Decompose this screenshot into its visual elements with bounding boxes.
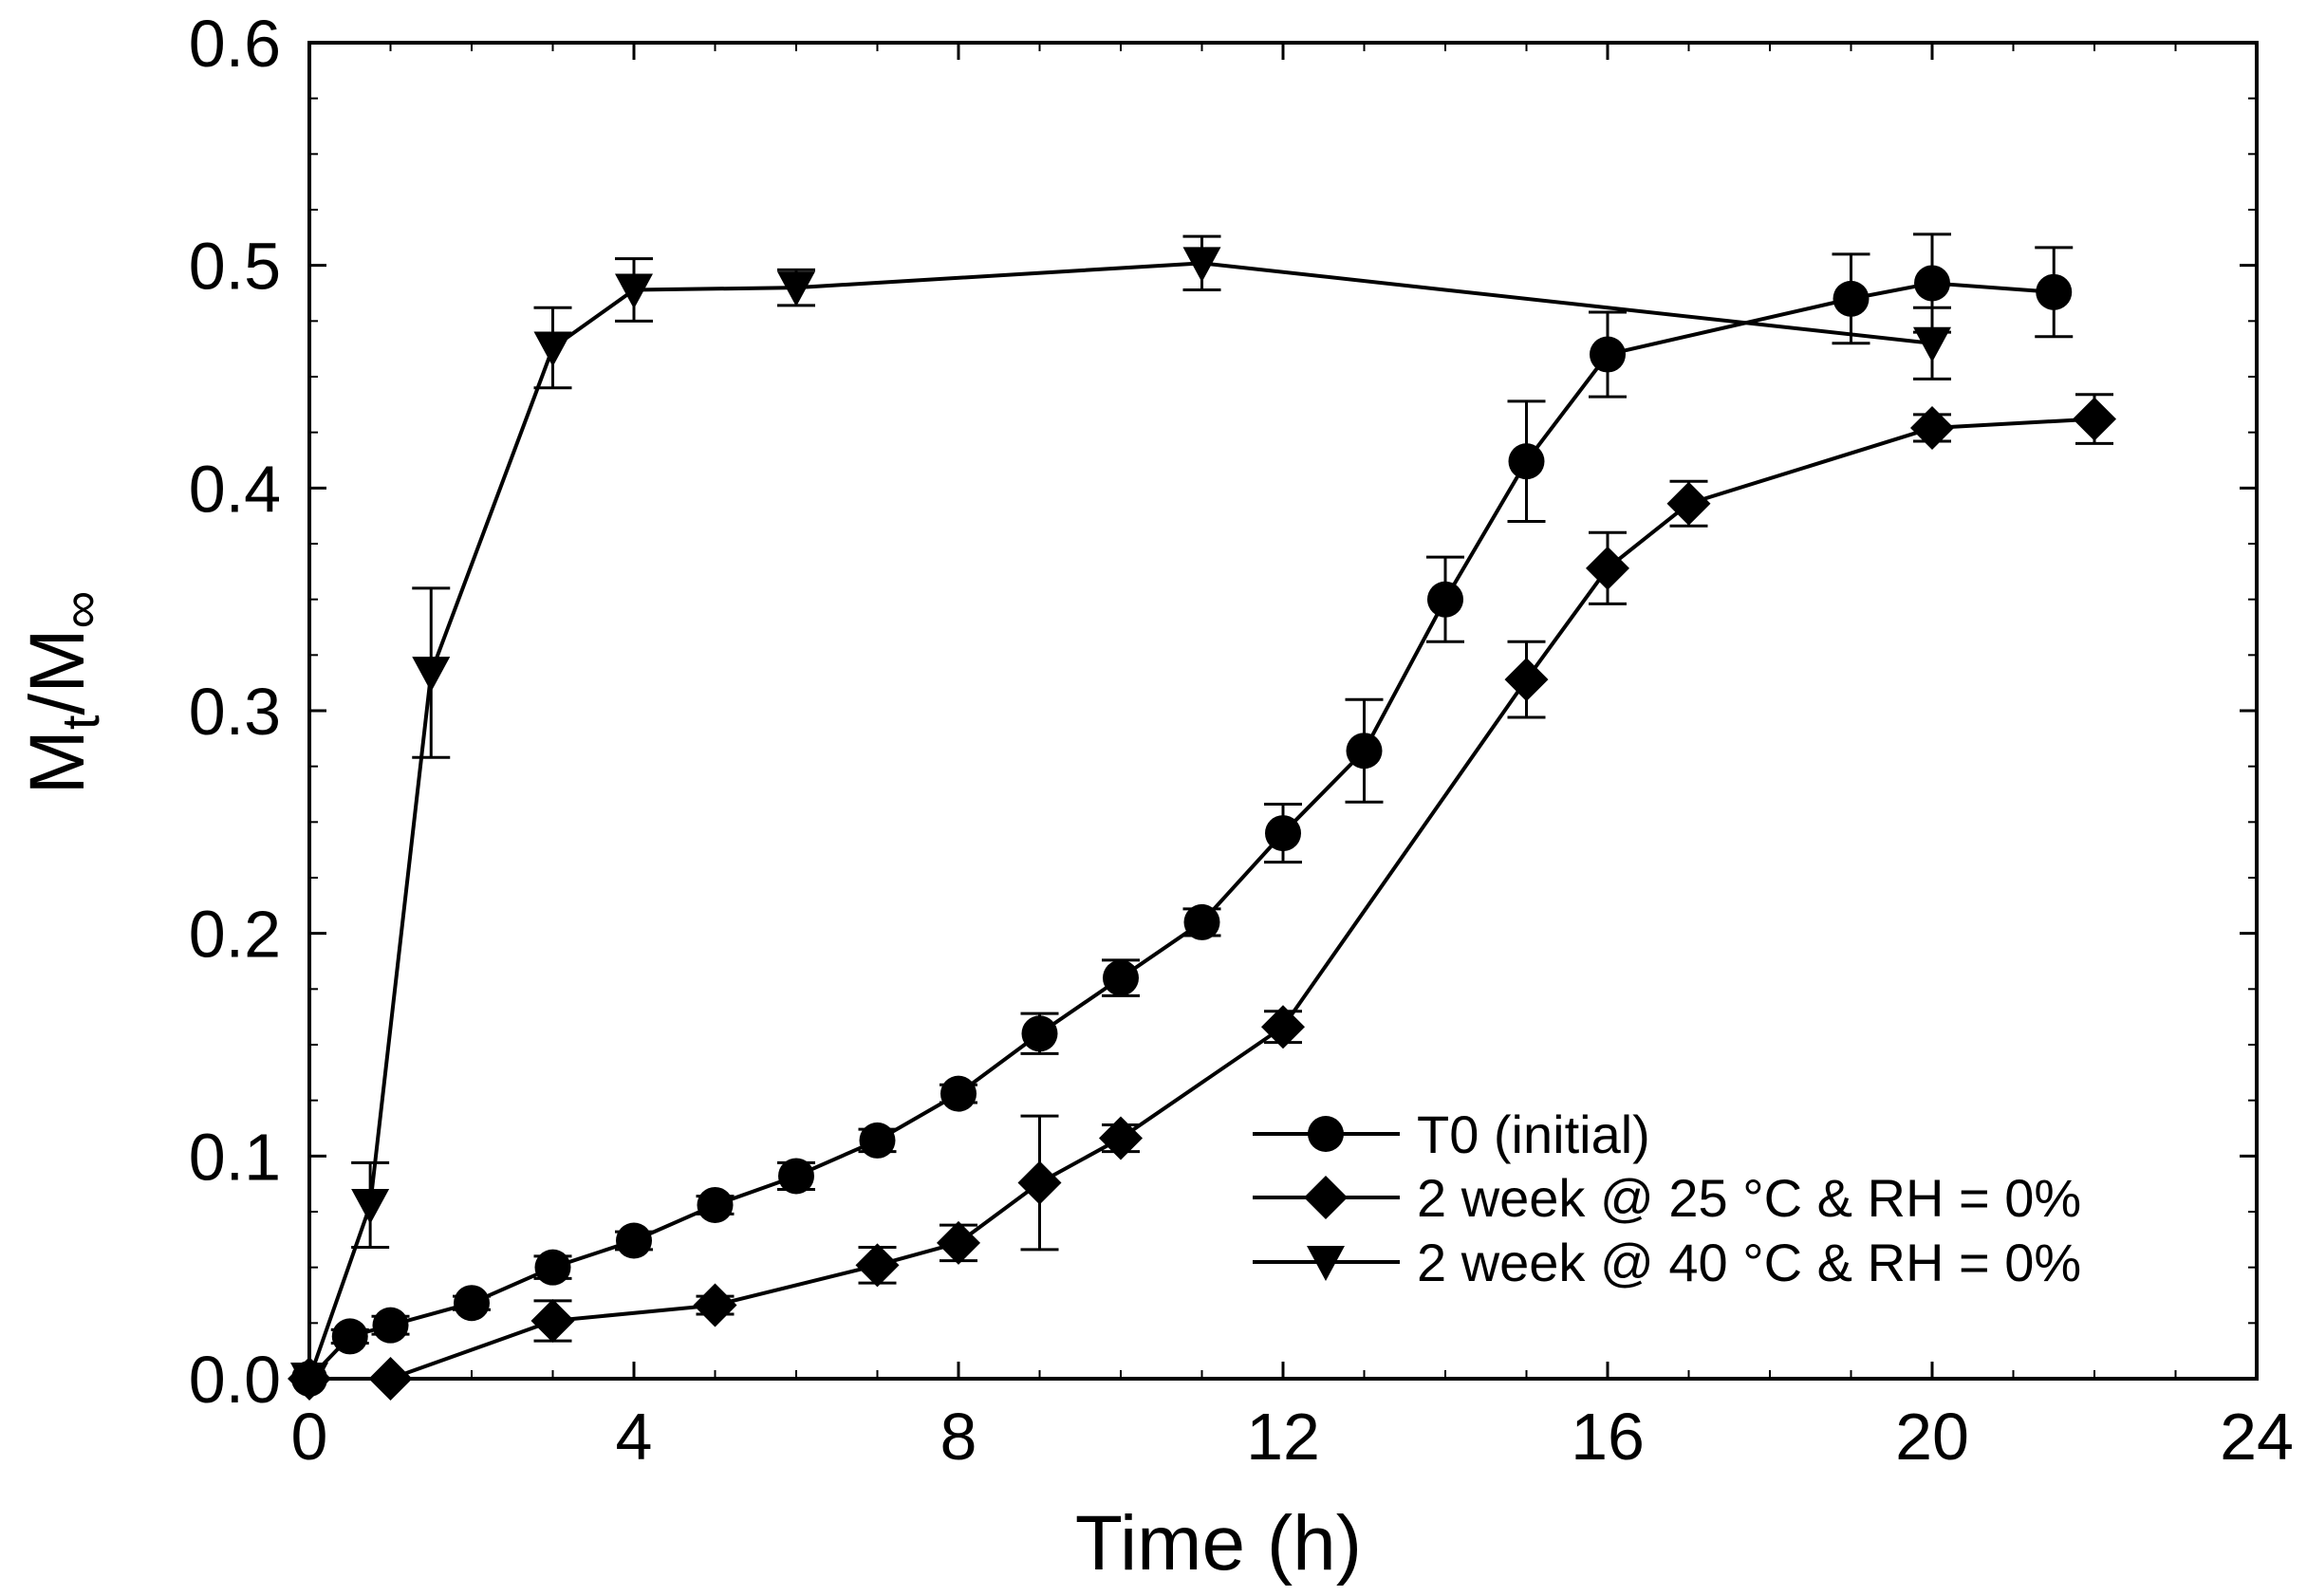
data-point-diamond: [693, 1283, 737, 1327]
data-point-circle: [372, 1307, 409, 1344]
data-point-diamond: [1586, 546, 1629, 590]
data-point-circle: [534, 1249, 571, 1286]
x-tick-label: 0: [291, 1400, 328, 1474]
series-line: [307, 261, 1933, 1380]
y-tick-label: 0.2: [189, 898, 281, 972]
legend-label-t0: T0 (initial): [1417, 1104, 1650, 1164]
x-tick-label: 8: [940, 1400, 977, 1474]
data-point-circle: [1183, 903, 1220, 940]
data-point-triangle: [1182, 247, 1221, 283]
data-point-circle: [1103, 959, 1139, 996]
legend-marker-diamond: [1304, 1176, 1348, 1219]
legend-entry-40c: 2 week @ 40 °C & RH = 0%: [1253, 1233, 2081, 1292]
data-point-diamond: [1504, 658, 1549, 702]
data-point-diamond: [1666, 481, 1711, 526]
legend: T0 (initial) 2 week @ 25 °C & RH = 0% 2 …: [1253, 1104, 2081, 1292]
legend-entry-t0: T0 (initial): [1253, 1104, 1650, 1164]
legend-label-25c: 2 week @ 25 °C & RH = 0%: [1417, 1168, 2081, 1228]
y-axis-title-mid: /M: [14, 628, 101, 714]
data-point-circle: [1590, 336, 1626, 373]
legend-marker-circle: [1308, 1116, 1344, 1152]
data-point-circle: [1346, 733, 1383, 770]
plot-frame: [307, 41, 2259, 1381]
data-point-triangle: [1913, 326, 1951, 362]
x-tick-label: 4: [616, 1400, 653, 1474]
series-line: [309, 417, 2095, 1381]
y-axis-title-sub-t: t: [50, 714, 110, 730]
data-point-diamond: [530, 1298, 575, 1343]
x-tick-labels: 0 4 8 12 16 20 24: [291, 1400, 2294, 1474]
data-point-diamond: [855, 1243, 900, 1288]
data-point-triangle: [777, 271, 815, 307]
data-point-diamond: [937, 1220, 980, 1265]
data-point-circle: [1265, 815, 1301, 852]
data-point-circle: [454, 1285, 490, 1322]
data-point-circle: [616, 1222, 652, 1259]
y-tick-label: 0.4: [189, 452, 281, 526]
x-tick-label: 16: [1571, 1400, 1645, 1474]
y-axis-title-main: M: [14, 730, 101, 794]
data-point-circle: [1021, 1015, 1058, 1052]
data-point-circle: [1914, 265, 1950, 302]
data-point-triangle: [412, 657, 451, 693]
x-axis-title: Time (h): [1075, 1500, 1362, 1587]
y-axis-title: Mt/M∞: [14, 591, 110, 795]
series-0: [291, 232, 2074, 1397]
data-point-diamond: [1099, 1116, 1143, 1160]
y-axis-title-sub-inf: ∞: [50, 591, 110, 629]
data-point-diamond: [1910, 405, 1954, 450]
legend-label-40c: 2 week @ 40 °C & RH = 0%: [1417, 1233, 2081, 1292]
series-2: [290, 234, 1951, 1398]
x-tick-label: 20: [1895, 1400, 1969, 1474]
data-point-diamond: [2073, 397, 2116, 441]
y-tick-label: 0.5: [189, 230, 281, 304]
data-point-circle: [697, 1186, 734, 1223]
data-point-circle: [859, 1122, 896, 1159]
data-point-circle: [1833, 280, 1870, 317]
data-point-circle: [2036, 273, 2073, 310]
data-point-diamond: [1017, 1160, 1062, 1205]
data-series: [288, 232, 2116, 1401]
y-tick-label: 0.0: [189, 1343, 281, 1417]
data-point-circle: [778, 1158, 814, 1195]
data-point-circle: [1508, 443, 1545, 480]
y-tick-label: 0.6: [189, 7, 281, 81]
y-tick-label: 0.3: [189, 675, 281, 749]
data-point-circle: [1427, 581, 1463, 618]
legend-entry-25c: 2 week @ 25 °C & RH = 0%: [1253, 1168, 2081, 1228]
y-tick-label: 0.1: [189, 1120, 281, 1194]
data-point-diamond: [1261, 1005, 1305, 1049]
x-tick-label: 24: [2220, 1400, 2294, 1474]
data-point-circle: [331, 1318, 368, 1355]
data-point-triangle: [351, 1188, 390, 1224]
data-point-triangle: [533, 331, 572, 367]
legend-marker-triangle-down: [1307, 1246, 1345, 1281]
y-tick-labels: 0.0 0.1 0.2 0.3 0.4 0.5 0.6: [189, 7, 281, 1417]
data-point-triangle: [615, 273, 653, 309]
x-tick-label: 12: [1246, 1400, 1320, 1474]
data-point-circle: [940, 1075, 977, 1112]
